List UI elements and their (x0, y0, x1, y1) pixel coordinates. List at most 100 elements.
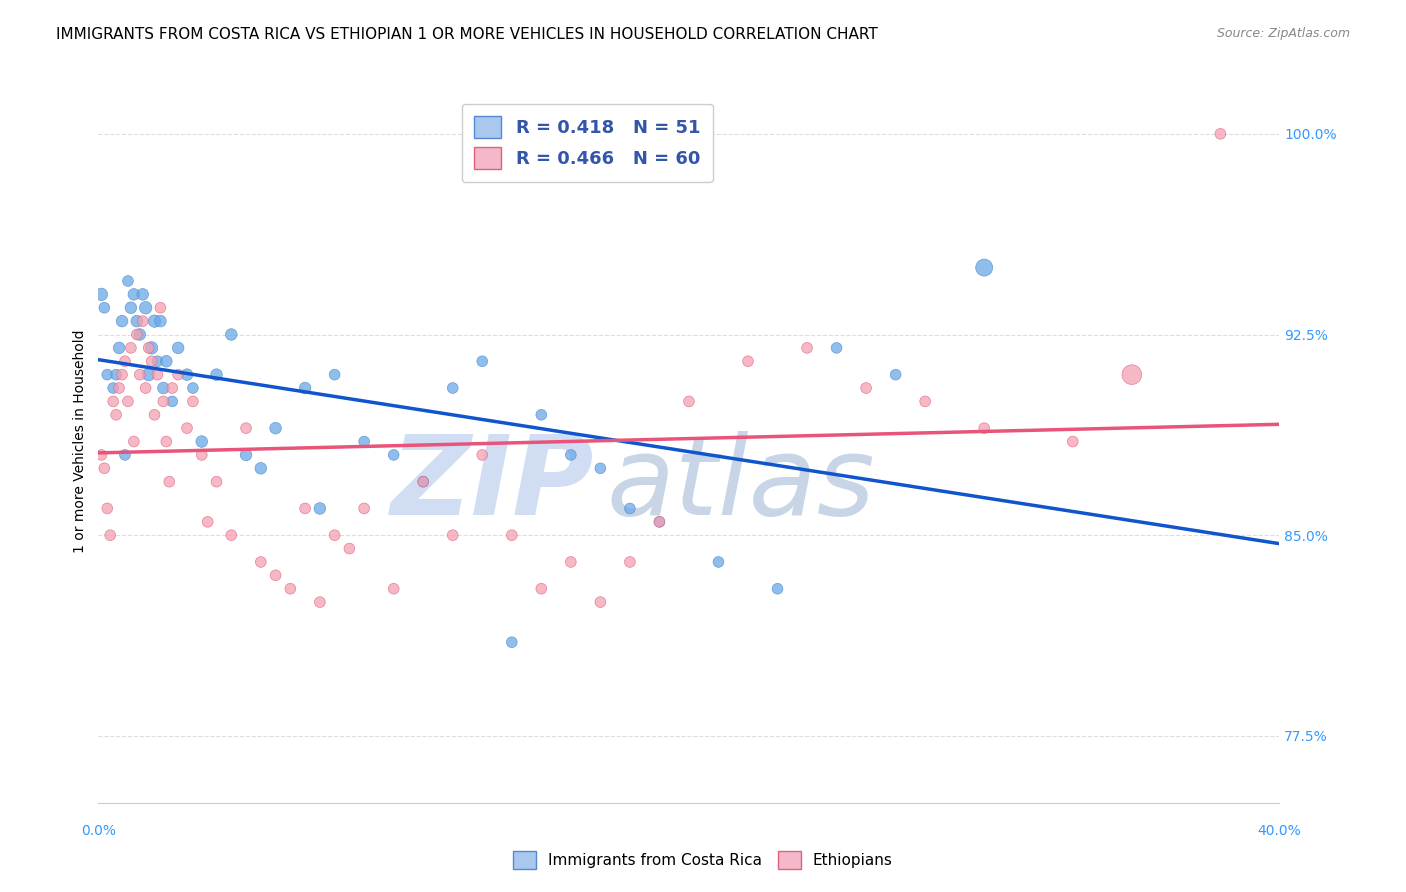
Point (412, 475, 434, 489)
Point (146, 354, 169, 368)
Point (1062, 434, 1084, 449)
Point (162, 381, 183, 395)
Point (162, 394, 183, 409)
Point (766, 582, 789, 596)
Point (157, 475, 180, 489)
Point (120, 341, 142, 355)
Text: atlas: atlas (606, 432, 875, 539)
Point (149, 314, 172, 328)
Point (309, 595, 332, 609)
Point (155, 354, 177, 368)
Point (181, 394, 204, 409)
Point (648, 515, 671, 529)
Point (294, 381, 316, 395)
Point (181, 381, 204, 395)
Point (294, 501, 316, 516)
Point (973, 260, 995, 275)
Point (471, 354, 494, 368)
Point (90, 448, 112, 462)
Point (589, 595, 612, 609)
Point (138, 341, 160, 355)
Point (264, 421, 287, 435)
Text: IMMIGRANTS FROM COSTA RICA VS ETHIOPIAN 1 OR MORE VEHICLES IN HOUSEHOLD CORRELAT: IMMIGRANTS FROM COSTA RICA VS ETHIOPIAN … (56, 27, 877, 42)
Y-axis label: 1 or more Vehicles in Household: 1 or more Vehicles in Household (73, 330, 87, 553)
Point (796, 341, 818, 355)
Point (114, 354, 136, 368)
Point (90, 287, 112, 301)
Point (441, 528, 464, 542)
Point (128, 327, 150, 342)
Point (353, 501, 375, 516)
Point (108, 341, 131, 355)
Point (155, 434, 177, 449)
Point (122, 287, 145, 301)
Point (530, 408, 553, 422)
Point (146, 368, 169, 382)
Text: 0.0%: 0.0% (82, 824, 115, 838)
Point (973, 421, 995, 435)
Point (117, 394, 139, 409)
Point (103, 394, 125, 409)
Point (678, 394, 700, 409)
Point (619, 501, 641, 516)
Point (323, 528, 346, 542)
Point (105, 368, 128, 382)
Point (619, 555, 641, 569)
Point (648, 515, 671, 529)
Point (125, 327, 148, 342)
Point (93, 461, 115, 475)
Text: Source: ZipAtlas.com: Source: ZipAtlas.com (1216, 27, 1350, 40)
Point (191, 434, 214, 449)
Point (737, 354, 759, 368)
Point (501, 528, 523, 542)
Point (560, 448, 582, 462)
Point (176, 368, 198, 382)
Point (221, 528, 243, 542)
Point (149, 301, 172, 315)
Point (250, 555, 273, 569)
Point (250, 461, 273, 475)
Point (884, 368, 907, 382)
Point (125, 314, 148, 328)
Point (108, 381, 131, 395)
Point (143, 408, 166, 422)
Point (103, 381, 125, 395)
Point (135, 381, 157, 395)
Point (471, 448, 494, 462)
Point (280, 582, 302, 596)
Point (143, 314, 166, 328)
Point (93, 301, 115, 315)
Point (264, 568, 287, 582)
Point (382, 582, 405, 596)
Point (339, 541, 361, 556)
Point (589, 461, 612, 475)
Point (560, 555, 582, 569)
Point (96, 501, 118, 516)
Point (191, 448, 214, 462)
Point (221, 327, 243, 342)
Point (205, 368, 228, 382)
Point (205, 475, 228, 489)
Legend: Immigrants from Costa Rica, Ethiopians: Immigrants from Costa Rica, Ethiopians (508, 845, 898, 875)
Point (132, 287, 155, 301)
Point (441, 381, 464, 395)
Point (98, 528, 121, 542)
Point (114, 448, 136, 462)
Point (111, 314, 134, 328)
Point (235, 421, 257, 435)
Point (825, 341, 848, 355)
Point (382, 448, 405, 462)
Text: 40.0%: 40.0% (1257, 824, 1302, 838)
Point (132, 314, 155, 328)
Point (141, 341, 163, 355)
Point (1209, 127, 1232, 141)
Point (323, 368, 346, 382)
Point (105, 408, 128, 422)
Point (152, 394, 174, 409)
Point (235, 448, 257, 462)
Point (167, 341, 190, 355)
Point (120, 301, 142, 315)
Point (176, 421, 198, 435)
Point (138, 368, 160, 382)
Point (530, 582, 553, 596)
